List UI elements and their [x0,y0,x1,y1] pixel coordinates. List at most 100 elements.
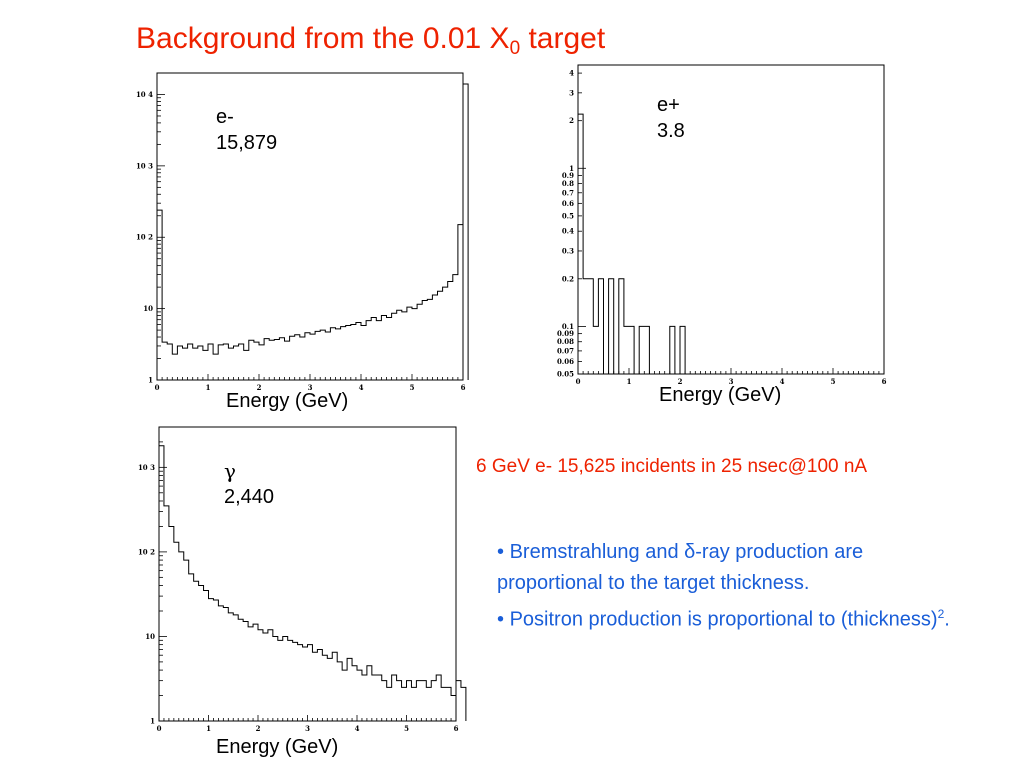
histogram-bin [228,613,233,721]
x-tick-label: 1 [206,724,211,733]
histogram-bin [357,670,362,721]
histogram-bin [213,600,218,721]
histogram-bin [362,675,367,721]
electron-annotation: e- 15,879 [216,104,277,156]
y-tick-label: 10 4 [136,90,153,99]
y-tick-label: 0.8 [562,179,574,188]
y-tick-label: 0.7 [562,188,574,197]
histogram-bin [456,681,461,721]
y-tick-label: 0.6 [562,199,574,208]
histogram-bin [184,560,189,721]
y-tick-label: 0.06 [557,357,574,366]
x-tick-label: 2 [678,377,683,386]
histogram-bin [169,526,174,721]
histogram-bin [194,581,199,721]
histogram-bin [327,658,332,721]
electron-x-axis-label: Energy (GeV) [226,390,349,412]
histogram-bin [283,636,288,721]
x-tick-label: 3 [729,377,734,386]
y-tick-label: 1 [150,717,155,726]
y-tick-label: 10 3 [136,161,153,170]
histogram-line [158,445,467,721]
histogram-bin [402,687,407,721]
histogram-bin [174,542,179,721]
histogram-bin [407,681,412,721]
bullet-item-1: • Bremstrahlung and δ-ray production are… [497,541,864,594]
x-tick-label: 2 [256,724,261,733]
histogram-bin [352,666,357,721]
y-tick-label: 0.07 [557,346,574,355]
y-tick-label: 10 2 [136,233,153,242]
positron-label: e+ [657,94,680,116]
y-tick-label: 4 [569,69,574,78]
y-tick-label: 3 [569,88,574,97]
x-tick-label: 1 [206,383,211,392]
histogram-bin [431,681,436,721]
x-tick-label: 0 [155,383,160,392]
y-tick-label: 0.1 [562,322,574,331]
histogram-bin [451,696,456,721]
y-tick-label: 10 3 [138,463,155,472]
positron-count: 3.8 [657,120,685,142]
histogram-bin [392,675,397,721]
histogram-bin [441,687,446,721]
histogram-bin [317,650,322,721]
histogram-bin [382,681,387,721]
histogram-bin [436,675,441,721]
histogram-bin [347,658,352,721]
histogram-bin [387,687,392,721]
y-tick-label: 0.9 [562,171,574,180]
histogram-bin [223,607,228,721]
histogram-bin [303,647,308,721]
histogram-bin [218,606,223,721]
histogram-bin [308,645,313,721]
photon-x-axis-label: Energy (GeV) [216,736,339,758]
histogram-bin [238,619,243,721]
y-tick-label: 0.3 [562,246,574,255]
y-tick-label: 0.05 [557,370,574,379]
histogram-bin [199,586,204,721]
y-tick-label: 0.08 [557,337,574,346]
histogram-bin [204,590,209,721]
x-tick-label: 6 [882,377,887,386]
photon-annotation: γ 2,440 [224,458,274,510]
histogram-bin [179,552,184,721]
x-tick-label: 0 [576,377,581,386]
positron-x-axis-label: Energy (GeV) [659,384,782,406]
histogram-bin [209,599,214,721]
x-tick-label: 3 [305,724,310,733]
histogram-bin [411,687,416,721]
bullet-list: • Bremstrahlung and δ-ray production are… [497,537,967,636]
x-tick-label: 0 [157,724,162,733]
histogram-bin [293,642,298,721]
histogram-bin [337,662,342,721]
y-tick-label: 0.5 [562,211,574,220]
histogram-bin [421,681,426,721]
histogram-bin [367,666,372,721]
histogram-bin [298,645,303,721]
x-tick-label: 6 [461,383,466,392]
histogram-bin [397,681,402,721]
histogram-bin [159,446,164,721]
histogram-bin [446,687,451,721]
x-tick-label: 5 [831,377,836,386]
histogram-line [156,83,469,380]
x-tick-label: 5 [410,383,415,392]
y-tick-label: 10 [145,632,155,641]
electron-count: 15,879 [216,132,278,154]
y-tick-label: 0.2 [562,274,574,283]
histogram-bin [263,633,268,721]
positron-annotation: e+ 3.8 [657,92,685,144]
histogram-bin [461,687,466,721]
y-tick-label: 10 2 [138,547,155,556]
photon-label: γ [224,459,236,483]
histogram-bin [258,630,263,721]
x-tick-label: 4 [355,724,360,733]
histogram-bin [332,652,337,721]
x-tick-label: 1 [627,377,632,386]
y-tick-label: 10 [143,304,153,313]
bullet-item-2: • Positron production is proportional to… [497,607,950,631]
y-tick-label: 1 [148,376,153,385]
